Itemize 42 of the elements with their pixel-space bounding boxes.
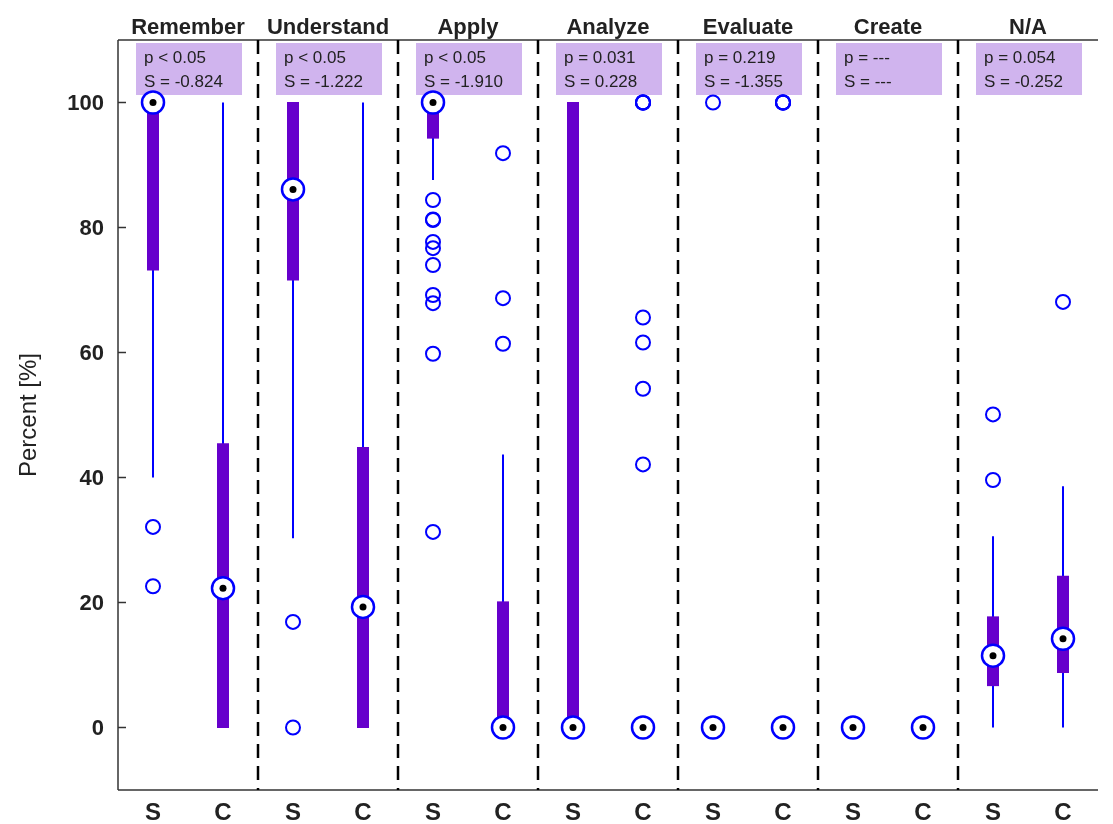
- annotation: S = ---: [844, 72, 892, 91]
- annotation: S = -0.824: [144, 72, 223, 91]
- annotation: S = -1.355: [704, 72, 783, 91]
- y-tick-label: 80: [79, 215, 104, 241]
- y-axis-title: Percent [%]: [14, 352, 41, 478]
- y-tick-label: 60: [79, 340, 104, 366]
- x-tick-label: S: [704, 798, 722, 824]
- chart-title: N/A: [1009, 14, 1048, 39]
- x-tick-label: S: [144, 798, 162, 824]
- annotation: p < 0.05: [284, 48, 346, 67]
- chart-title: Remember: [131, 14, 246, 39]
- chart-title: Create: [853, 14, 923, 39]
- chart-title: Analyze: [566, 14, 650, 39]
- annotation: p < 0.05: [424, 48, 486, 67]
- x-tick-label: C: [1054, 798, 1072, 824]
- annotation: S = 0.228: [564, 72, 638, 91]
- y-tick-label: 0: [91, 715, 104, 741]
- y-tick-label: 20: [79, 590, 104, 616]
- x-tick-label: S: [844, 798, 862, 824]
- chart-title: Apply: [437, 14, 500, 39]
- annotation: S = -0.252: [984, 72, 1063, 91]
- annotation: p = ---: [844, 48, 890, 67]
- x-tick-label: C: [774, 798, 792, 824]
- x-tick-label: C: [914, 798, 932, 824]
- x-tick-label: C: [634, 798, 652, 824]
- x-tick-label: C: [214, 798, 232, 824]
- annotation: p = 0.219: [704, 48, 776, 67]
- x-tick-label: C: [354, 798, 372, 824]
- annotation: p = 0.054: [984, 48, 1056, 67]
- annotation: S = -1.910: [424, 72, 503, 91]
- x-tick-label: S: [564, 798, 582, 824]
- x-tick-label: C: [494, 798, 512, 824]
- annotation: S = -1.222: [284, 72, 363, 91]
- annotation: p < 0.05: [144, 48, 206, 67]
- x-tick-label: S: [424, 798, 442, 824]
- x-tick-label: S: [284, 798, 302, 824]
- chart-title: Understand: [266, 14, 390, 39]
- chart-title: Evaluate: [702, 14, 794, 39]
- x-tick-label: S: [984, 798, 1002, 824]
- annotation: p = 0.031: [564, 48, 636, 67]
- y-tick-label: 40: [79, 465, 104, 491]
- y-tick-label: 100: [67, 90, 104, 116]
